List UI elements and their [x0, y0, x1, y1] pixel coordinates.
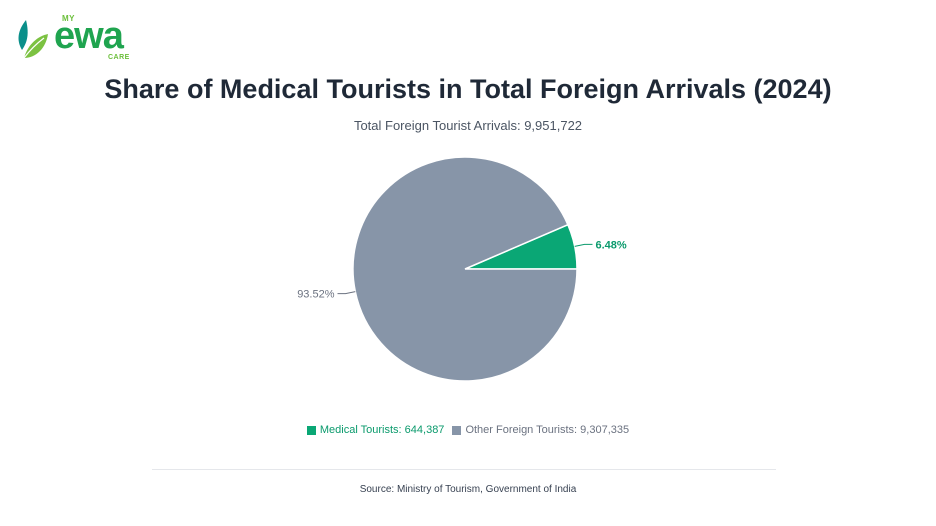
pie-percent-label-1: 93.52%	[297, 289, 335, 301]
pie-percent-label-0: 6.48%	[595, 239, 626, 251]
ewa-care-logo: MY ewa CARE	[14, 12, 144, 68]
pie-leader-line-1	[337, 291, 356, 295]
chart-subtitle: Total Foreign Tourist Arrivals: 9,951,72…	[353, 118, 583, 133]
legend-item-medical-tourists[interactable]: Medical Tourists: 644,387	[306, 424, 445, 436]
source-note: Source: Ministry of Tourism, Government …	[359, 484, 577, 495]
logo-brand: ewa	[54, 15, 124, 57]
chart-title: Share of Medical Tourists in Total Forei…	[104, 74, 832, 104]
legend-item-other-tourists[interactable]: Other Foreign Tourists: 9,307,335	[452, 424, 629, 436]
legend-label-medical: Medical Tourists: 644,387	[319, 424, 445, 436]
logo-suffix: CARE	[108, 54, 130, 61]
pie-chart: 6.48% 93.52%	[297, 156, 627, 382]
pie-slice-1[interactable]	[352, 156, 578, 382]
leaf-icon	[18, 20, 48, 59]
legend-label-other: Other Foreign Tourists: 9,307,335	[465, 424, 630, 436]
legend-swatch-medical	[306, 425, 316, 435]
footer-divider	[152, 469, 776, 470]
pie-leader-line-0	[574, 243, 593, 247]
chart-legend: Medical Tourists: 644,387 Other Foreign …	[0, 424, 936, 436]
legend-swatch-other	[452, 425, 462, 435]
logo-prefix: MY	[62, 14, 75, 23]
